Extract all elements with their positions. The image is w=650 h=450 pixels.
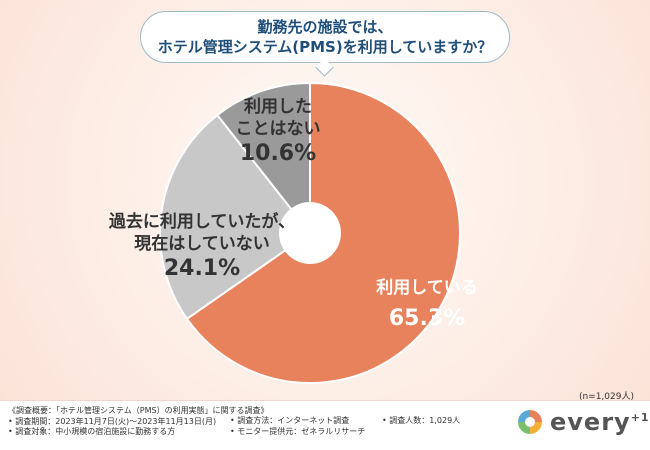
logo-icon	[518, 410, 542, 434]
survey-footer-col2: • 調査方法：インターネット調査 • モニター提供元：ゼネラルリサーチ	[230, 416, 365, 437]
question-line2: ホテル管理システム(PMS)を利用していますか？	[157, 38, 493, 56]
footer-overview: 《調査概要：「ホテル管理システム（PMS）の利用実態」に関する調査》	[8, 406, 269, 415]
sample-size-note: (n=1,029人)	[578, 392, 634, 402]
logo-sup: +1	[630, 411, 650, 424]
footer-provider: • モニター提供元：ゼネラルリサーチ	[230, 426, 366, 436]
footer-period: • 調査期間：2023年11月7日(火)～2023年11月13日(月)	[8, 416, 217, 426]
label-past: 過去に利用していたが、 現在はしていない 24.1%	[97, 211, 307, 283]
label-never-pct: 10.6%	[239, 141, 317, 166]
pie-chart	[159, 81, 461, 384]
question-line1: 勤務先の施設では、	[257, 18, 393, 36]
label-past-line1: 過去に利用していたが、	[108, 212, 296, 232]
question-bubble: 勤務先の施設では、 ホテル管理システム(PMS)を利用していますか？	[140, 11, 510, 63]
footer-target: • 調査対象：中小規模の宿泊施設に勤務する方	[8, 427, 176, 436]
label-never-line2: ことはない	[235, 119, 321, 139]
survey-footer: 《調査概要：「ホテル管理システム（PMS）の利用実態」に関する調査》 • 調査期…	[8, 406, 269, 438]
logo-text: every	[550, 408, 631, 436]
label-used-text: 利用している	[376, 278, 478, 298]
footer-count: • 調査人数：1,029人	[382, 416, 461, 425]
label-past-pct: 24.1%	[163, 256, 241, 281]
every-logo: every+1	[516, 408, 650, 436]
donut-hole	[280, 203, 340, 263]
label-used: 利用している 65.3%	[362, 277, 492, 333]
footer-method: • 調査方法：インターネット調査	[230, 416, 350, 425]
survey-footer-col3: • 調査人数：1,029人	[382, 416, 460, 427]
label-used-pct: 65.3%	[388, 306, 466, 331]
label-never-line1: 利用した	[244, 97, 312, 117]
label-never: 利用した ことはない 10.6%	[228, 96, 328, 168]
label-past-line2: 現在はしていない	[134, 234, 270, 254]
